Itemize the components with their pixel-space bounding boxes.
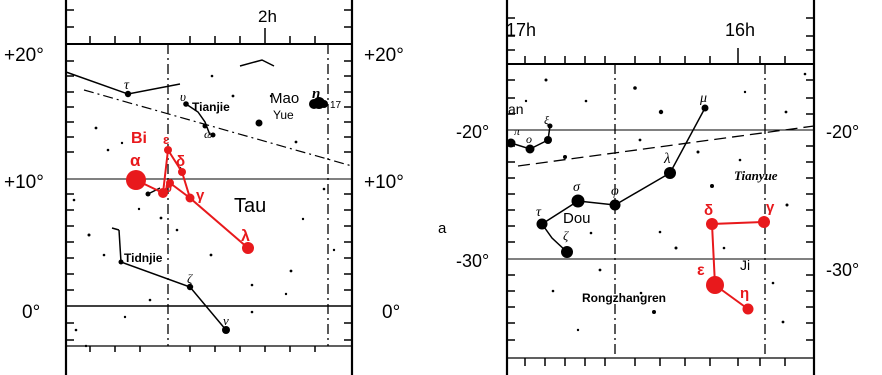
right-red-asterism-lines <box>710 221 765 310</box>
star-pi <box>544 136 552 144</box>
left-ecliptic-line <box>83 89 353 167</box>
star-delta-left <box>178 168 186 176</box>
star-label-mu: μ <box>699 91 707 106</box>
star-nu-lower <box>222 326 230 334</box>
star-tau-left <box>124 90 132 98</box>
dec-label-right-minus20: -20° <box>826 122 859 142</box>
red-label-eta-right: η <box>740 285 749 302</box>
ra-label-17h: 17h <box>506 20 536 40</box>
red-label-lambda-left: λ <box>241 228 250 245</box>
star-eta-right <box>742 303 754 315</box>
constellation-label-tau: Tau <box>234 195 266 217</box>
star-delta-right <box>706 218 718 230</box>
red-label-delta-left: δ <box>176 153 185 170</box>
dec-label-left-minus20: -20° <box>456 122 489 142</box>
dec-label-right-minus30: -30° <box>826 260 859 280</box>
left-star-map: 2h +20° +20° +10° +10° 0° 0° Tau Tianjie… <box>4 0 404 375</box>
star-label-phi: φ <box>611 184 619 199</box>
star-label-zeta-right: ζ <box>563 228 569 243</box>
left-map-ticks <box>66 9 352 352</box>
asterism-label-ji: Ji <box>740 257 750 273</box>
star-gamma-left <box>185 193 195 203</box>
star-label-omega: ω <box>204 127 212 141</box>
panel-letter-a: a <box>438 220 447 237</box>
left-black-stars <box>72 74 336 348</box>
star-zeta-left <box>186 283 194 291</box>
star-label-zeta-left: ζ <box>187 271 193 286</box>
right-asterism-lines <box>510 107 706 253</box>
star-label-eta-left: η <box>312 86 320 102</box>
star-label-xi: ξ <box>544 113 550 127</box>
right-ecliptic-line <box>517 125 815 167</box>
ra-label-2h: 2h <box>258 7 277 26</box>
asterism-label-tianjie-upper: Tianjie <box>192 100 230 114</box>
asterism-label-mao: Mao <box>270 90 299 107</box>
star-lambda-right <box>664 167 676 179</box>
dec-label-right-plus20: +20° <box>364 45 404 66</box>
star-alpha-tau <box>126 170 146 190</box>
red-label-epsilon-left: ε <box>163 132 169 147</box>
star-label-pi: π <box>514 124 521 138</box>
right-red-stars <box>706 216 770 315</box>
star-lambda-left <box>242 242 254 254</box>
star-label-17: 17 <box>330 100 342 111</box>
dec-label-right-zero: 0° <box>382 302 400 323</box>
star-label-upsilon: υ <box>180 89 186 104</box>
red-label-epsilon-right: ε <box>697 262 705 279</box>
asterism-label-tianyue: Tianyue <box>734 168 778 183</box>
dec-label-right-plus10: +10° <box>364 172 404 193</box>
right-star-map: 17h 16h -20° -20° -30° -30° an Tianyue D… <box>456 0 859 375</box>
asterism-label-tianjie-lower: Tidnjie <box>124 251 163 265</box>
star-label-tau-right: τ <box>536 205 542 220</box>
red-label-alpha: α <box>130 151 141 170</box>
star-mu <box>701 104 709 112</box>
star-sigma <box>571 194 585 208</box>
star-phi <box>609 199 621 211</box>
star-label-omicron: o <box>526 132 532 146</box>
star-epsilon-left <box>164 146 172 154</box>
red-label-delta-right: δ <box>704 202 713 219</box>
ra-label-16h: 16h <box>725 20 755 40</box>
star-gamma-right <box>758 216 770 228</box>
star-label-tau-left: τ <box>124 78 130 93</box>
asterism-label-yue: Yue <box>273 108 294 122</box>
red-label-gamma-right: γ <box>766 199 775 216</box>
star-omicron <box>525 144 535 154</box>
dec-label-left-minus30: -30° <box>456 251 489 271</box>
dec-label-left-zero: 0° <box>22 302 40 323</box>
left-red-stars <box>126 146 254 254</box>
star-omega <box>210 132 216 138</box>
dec-label-left-plus20: +20° <box>4 45 44 66</box>
star-label-nu-lower: ν <box>223 313 229 328</box>
star-zeta-right <box>561 246 573 258</box>
red-label-theta: θ <box>165 180 172 195</box>
asterism-label-an: an <box>508 101 524 117</box>
asterism-label-rongzhangren: Rongzhangren <box>582 291 666 305</box>
star-tau-right <box>536 218 548 230</box>
asterism-label-dou: Dou <box>563 210 591 227</box>
star-label-sigma: σ <box>573 180 581 195</box>
star-epsilon-right <box>706 276 724 294</box>
red-label-gamma-left: γ <box>196 187 205 204</box>
right-black-stars <box>506 72 807 332</box>
right-map-ticks <box>507 17 814 366</box>
star-theta <box>158 188 168 198</box>
red-label-bi: Bi <box>131 130 147 147</box>
dec-label-left-plus10: +10° <box>4 172 44 193</box>
star-label-lambda-right: λ <box>663 151 671 167</box>
